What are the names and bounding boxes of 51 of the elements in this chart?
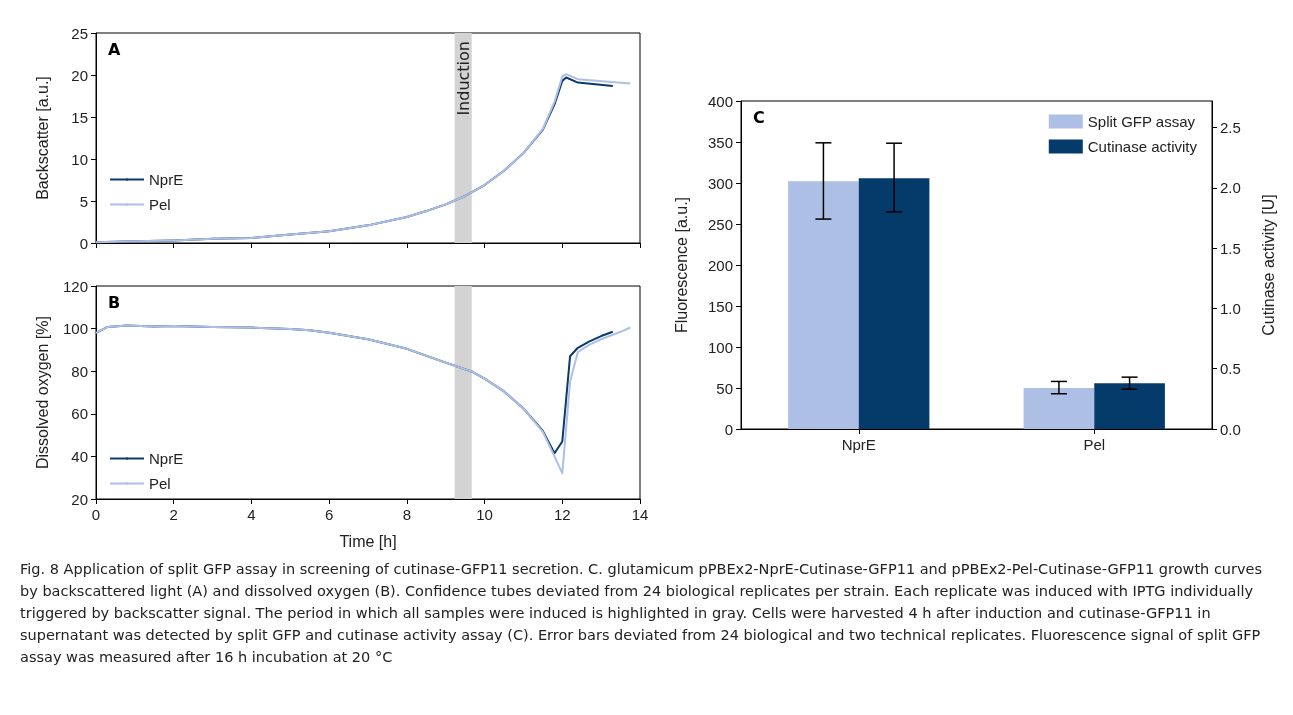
y2-tick-label: 0.5: [1220, 360, 1241, 378]
y-axis-title: Backscatter [a.u.]: [33, 76, 51, 200]
y-tick-label: 20: [71, 66, 88, 84]
x-tick-label: 8: [402, 506, 412, 523]
legend-label: Split GFP assay: [1087, 113, 1196, 130]
y-tick-label: 5: [79, 192, 88, 210]
y-tick-label: 250: [707, 215, 733, 233]
x-tick-label: 4: [247, 506, 256, 523]
y-tick-label: 200: [707, 256, 733, 274]
legend-label: NprE: [149, 171, 184, 188]
y-tick-label: 80: [71, 362, 88, 380]
x-tick-label: 14: [631, 506, 649, 523]
y-tick-label: 0: [79, 234, 88, 252]
x-tick-label: 10: [476, 506, 493, 523]
y-axis-title: Dissolved oxygen [%]: [33, 316, 51, 469]
y-tick-label: 300: [707, 174, 733, 192]
y2-axis-title: Cutinase activity [U]: [1259, 194, 1277, 336]
x-axis-title: Time [h]: [339, 532, 397, 550]
y-axis-title: Fluorescence [a.u.]: [672, 196, 690, 334]
y2-tick-label: 2.5: [1220, 119, 1241, 137]
y-tick-label: 150: [707, 297, 733, 315]
legend-label: Pel: [149, 196, 171, 213]
annotation: B: [108, 292, 121, 312]
y-tick-label: 50: [716, 379, 733, 397]
y-tick-label: 25: [71, 24, 88, 42]
y-tick-label: 100: [62, 320, 88, 338]
y2-tick-label: 2.0: [1220, 179, 1241, 197]
x-tick-label: 0: [91, 506, 101, 523]
y-tick-label: 20: [71, 490, 88, 508]
legend-label: Pel: [149, 475, 171, 492]
y-tick-label: 60: [71, 405, 88, 423]
y-tick-label: 40: [71, 447, 88, 465]
x-tick-label: 12: [553, 506, 571, 523]
y-tick-label: 400: [707, 92, 733, 110]
y-tick-label: 120: [62, 277, 88, 295]
y-tick-label: 100: [707, 338, 733, 356]
annotation: A: [108, 39, 121, 59]
y-tick-label: 10: [71, 150, 88, 168]
y-tick-label: 0: [724, 420, 733, 438]
x-tick-label: 6: [324, 506, 334, 523]
band-label: Induction: [453, 41, 473, 116]
legend-label: Cutinase activity: [1087, 138, 1198, 155]
y2-tick-label: 1.0: [1220, 299, 1241, 317]
x-tick-label: 2: [169, 506, 178, 523]
y2-tick-label: 1.5: [1220, 239, 1241, 257]
y-tick-label: 350: [707, 133, 733, 151]
y-tick-label: 15: [71, 108, 88, 126]
annotation: C: [753, 107, 765, 127]
y2-tick-label: 0.0: [1220, 420, 1241, 438]
legend-label: NprE: [149, 450, 184, 467]
caption: Fig. 8 Application of split GFP assay in screening of cutinase-GFP11 secretion. C. glutamicum pPBEx2-NprE-Cutinase-GFP11 and pPBEx2-Pel-Cutinase-GFP11 growth curves by backscattered light (A) and dissolved oxygen (B). Confidence tubes deviated from 24 biological replicates per strain. Each replicate was induced with IPTG individually triggered by backscatter signal. The period in which all samples were induced is highlighted in gray. Cells were harvested 4 h after induction and cutinase-GFP11 in supernatant was detected by split GFP and cutinase activity assay (C). Error bars deviated from 24 biological and two technical replicates. Fluorescence signal of split GFP assay was measured after 16 h incubation at 20 °C: [20, 560, 1264, 667]
